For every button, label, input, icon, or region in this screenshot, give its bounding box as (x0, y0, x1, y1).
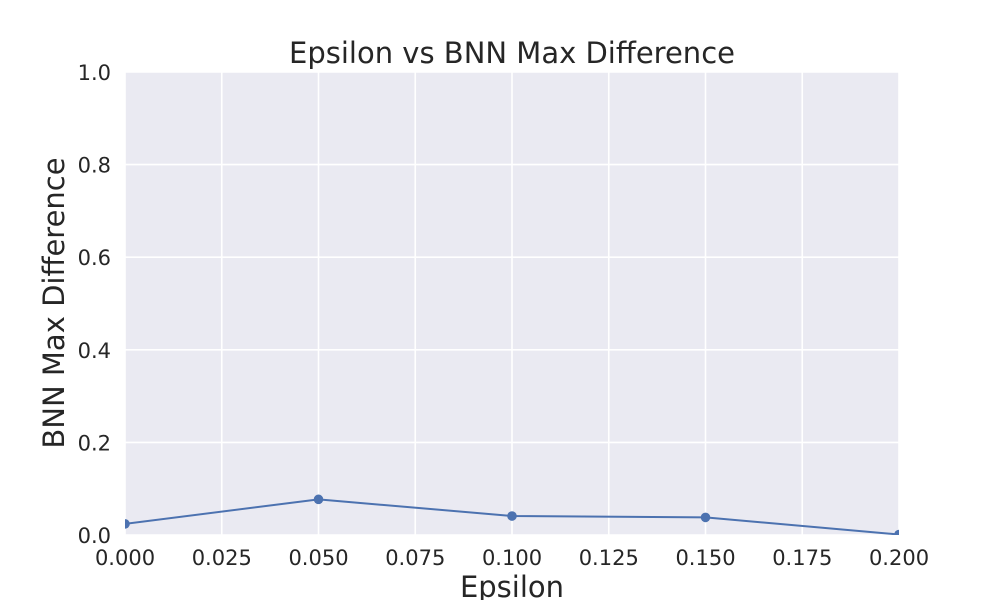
chart-title: Epsilon vs BNN Max Difference (289, 36, 735, 70)
y-tick-label: 0.0 (78, 524, 111, 548)
x-tick-label: 0.000 (95, 546, 155, 570)
x-tick-label: 0.200 (869, 546, 929, 570)
data-point (507, 511, 517, 521)
y-tick-label: 0.2 (78, 431, 111, 455)
x-axis-label: Epsilon (460, 570, 564, 600)
data-point (700, 512, 711, 523)
x-tick-label: 0.125 (579, 546, 639, 570)
y-tick-labels: 0.0 0.2 0.4 0.6 0.8 1.0 (78, 61, 111, 548)
y-tick-label: 1.0 (78, 61, 111, 85)
x-tick-label: 0.175 (772, 546, 832, 570)
x-tick-label: 0.050 (288, 546, 348, 570)
grid (124, 71, 900, 536)
data-point (313, 494, 324, 505)
y-axis-label: BNN Max Difference (37, 157, 71, 448)
x-tick-labels: 0.000 0.025 0.050 0.075 0.100 0.125 0.150 0.175… (95, 546, 929, 570)
x-tick-label: 0.150 (675, 546, 735, 570)
series-layer (125, 494, 899, 535)
x-tick-label: 0.075 (385, 546, 445, 570)
y-tick-label: 0.8 (78, 154, 111, 178)
data-point (894, 529, 899, 535)
x-tick-label: 0.100 (482, 546, 542, 570)
data-point (125, 519, 130, 529)
y-tick-label: 0.6 (78, 246, 111, 270)
x-tick-label: 0.025 (192, 546, 252, 570)
y-tick-label: 0.4 (78, 339, 111, 363)
